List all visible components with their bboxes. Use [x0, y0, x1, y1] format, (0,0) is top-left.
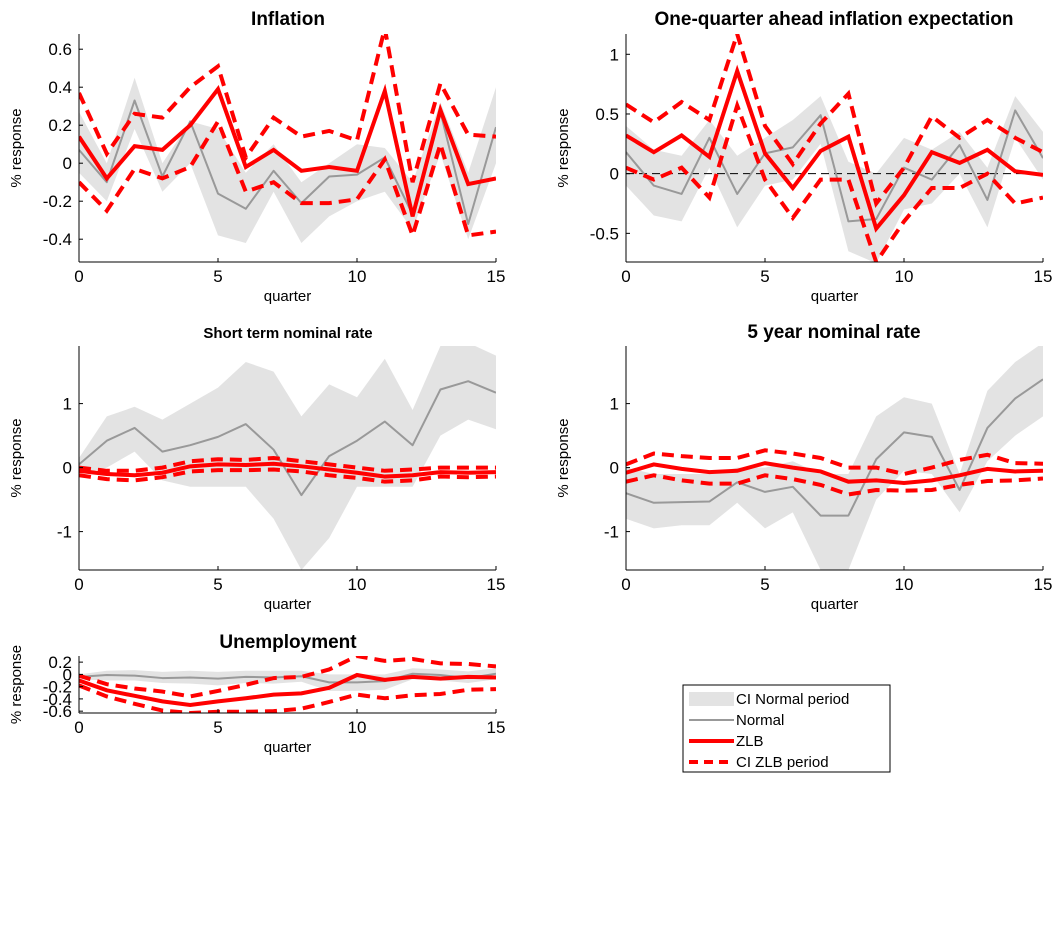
panel-2-x-axis-label: quarter — [811, 288, 859, 305]
panel-5-x-tick-label: 15 — [487, 718, 506, 737]
panel-5-plot-area — [79, 656, 496, 713]
panel-1-x-axis-label: quarter — [264, 288, 312, 305]
panel-5-x-tick-label: 0 — [74, 718, 83, 737]
panel-5-title: Unemployment — [219, 632, 357, 653]
panel-2-x-tick-label: 5 — [760, 267, 769, 286]
panel-1-y-tick-label: 0.6 — [48, 40, 72, 59]
panel-1-y-axis-label: % response — [8, 108, 25, 187]
panel-1-title: Inflation — [251, 9, 325, 30]
panel-5: 0 5 10 15-0.6-0.4-0.200.2Unemploymentquarte… — [8, 632, 505, 756]
panel-1-y-tick-label: -0.2 — [43, 192, 72, 211]
panel-3-x-tick-label: 15 — [487, 575, 506, 594]
panel-5-zlb-ci-lower-line — [79, 683, 496, 713]
panel-2-y-tick-label: -0.5 — [590, 224, 619, 243]
legend-label-ci-normal: CI Normal period — [736, 691, 849, 708]
panel-5-y-tick-label: 0.2 — [48, 653, 72, 672]
panel-2-x-tick-label: 15 — [1034, 267, 1053, 286]
panel-3-zlb-ci-upper-line — [79, 455, 496, 473]
panel-1-zlb-ci-lower-line — [79, 116, 496, 242]
panel-4-ci-normal-band — [626, 346, 1043, 570]
panel-3-x-tick-label: 0 — [74, 575, 83, 594]
panel-5-x-tick-label: 10 — [348, 718, 367, 737]
panel-5-zlb-ci-upper-line — [79, 656, 496, 699]
panel-4-x-axis-label: quarter — [811, 596, 859, 613]
panel-3-x-axis-label: quarter — [264, 596, 312, 613]
panel-2-y-axis-label: % response — [555, 108, 572, 187]
panel-5-y-tick-label: -0.6 — [43, 702, 72, 721]
panel-4-plot-area — [626, 346, 1043, 570]
panel-3-x-tick-label: 10 — [348, 575, 367, 594]
panel-5-y-tick-label: 0 — [63, 665, 72, 684]
panel-1-zlb-line — [79, 83, 496, 217]
panel-3-x-tick-label: 5 — [213, 575, 222, 594]
panel-3-ci-normal-band — [79, 346, 496, 570]
panel-3-plot-area — [79, 346, 496, 570]
panel-1-x-tick-label: 15 — [487, 267, 506, 286]
legend-label-zlb: ZLB — [736, 733, 764, 750]
panel-5-y-tick-label: -0.4 — [43, 690, 72, 709]
panel-2-x-tick-label: 10 — [895, 267, 914, 286]
panel-2-zlb-line — [626, 64, 1043, 233]
panel-2-zlb-ci-lower-line — [626, 99, 1043, 262]
panel-3-zlb-ci-lower-line — [79, 467, 496, 484]
panel-4-x-tick-label: 5 — [760, 575, 769, 594]
panel-1-y-tick-label: 0.4 — [48, 78, 72, 97]
panel-5-y-axis-label: % response — [8, 645, 25, 724]
panel-1: 0 5 10 15 -0.4 -0.2 0 0.2 0.4 0.6 Inflation quarter… — [8, 9, 505, 305]
panel-1-x-tick-label: 10 — [348, 267, 367, 286]
panel-1-ci-normal-band — [79, 77, 496, 243]
panels: 0 5 10 15-0.4-0.200.20.40.6Inflationquarter… — [8, 9, 1052, 756]
panel-4-x-tick-label: 0 — [621, 575, 630, 594]
legend-label-normal: Normal — [736, 712, 784, 729]
panel-2-title: One-quarter ahead inflation expectation — [655, 9, 1014, 30]
panel-4: 0 5 10 15 -1 0 1 5 year nominal rate quarter % re… — [555, 322, 1052, 613]
panel-3-y-tick-label: -1 — [57, 523, 72, 542]
panel-4-x-tick-label: 15 — [1034, 575, 1053, 594]
panel-5-x-tick-label: 5 — [213, 718, 222, 737]
panel-4-y-tick-label: -1 — [604, 523, 619, 542]
panel-2-y-tick-label: 0 — [610, 165, 619, 184]
panel-5-zlb-line — [79, 672, 496, 708]
panel-2-y-tick-label: 0.5 — [595, 105, 619, 124]
panel-3: 0 5 10 15 -1 0 1 Short term nominal rate quarter… — [8, 325, 505, 613]
panel-4-normal-line — [626, 378, 1043, 517]
panel-1-x-tick-label: 0 — [74, 267, 83, 286]
panel-2-x-tick-label: 0 — [621, 267, 630, 286]
panel-1-plot-area — [79, 34, 496, 243]
panel-2-plot-area — [626, 34, 1043, 262]
panel-3-y-tick-label: 1 — [63, 395, 72, 414]
panel-1-y-tick-label: 0.2 — [48, 116, 72, 135]
panel-4-zlb-ci-upper-line — [626, 448, 1043, 477]
legend-label-ci-zlb: CI ZLB period — [736, 754, 829, 771]
panel-5-y-tick-label: -0.2 — [43, 678, 72, 697]
panel-4-zlb-line — [626, 461, 1043, 485]
panel-2: 0 5 10 15 -0.5 0 0.5 1 One-quarter ahead inflati… — [555, 9, 1052, 305]
panel-3-y-tick-label: 0 — [63, 459, 72, 478]
legend-swatch-ci-normal — [689, 692, 734, 706]
panel-4-zlb-ci-lower-line — [626, 473, 1043, 497]
panel-4-y-tick-label: 1 — [610, 395, 619, 414]
panel-5-ci-normal-band — [79, 668, 496, 691]
legend: CI Normal period Normal ZLB CI ZLB perio… — [682, 684, 891, 773]
panel-1-zlb-ci-upper-line — [79, 34, 496, 183]
panel-2-zlb-ci-upper-line — [626, 34, 1043, 208]
panel-5-x-axis-label: quarter — [264, 739, 312, 756]
panel-1-x-tick-label: 5 — [213, 267, 222, 286]
panel-2-y-tick-label: 1 — [610, 45, 619, 64]
panel-1-y-tick-label: 0 — [63, 154, 72, 173]
panel-3-zlb-line — [79, 461, 496, 479]
panel-4-title: 5 year nominal rate — [747, 322, 920, 343]
panel-4-y-tick-label: 0 — [610, 459, 619, 478]
panel-4-y-axis-label: % response — [555, 418, 572, 497]
panel-3-title: Short term nominal rate — [203, 325, 372, 342]
panel-1-y-tick-label: -0.4 — [43, 230, 72, 249]
panel-3-y-axis-label: % response — [8, 418, 25, 497]
panel-4-x-tick-label: 10 — [895, 575, 914, 594]
panel-2-normal-line — [626, 109, 1043, 223]
